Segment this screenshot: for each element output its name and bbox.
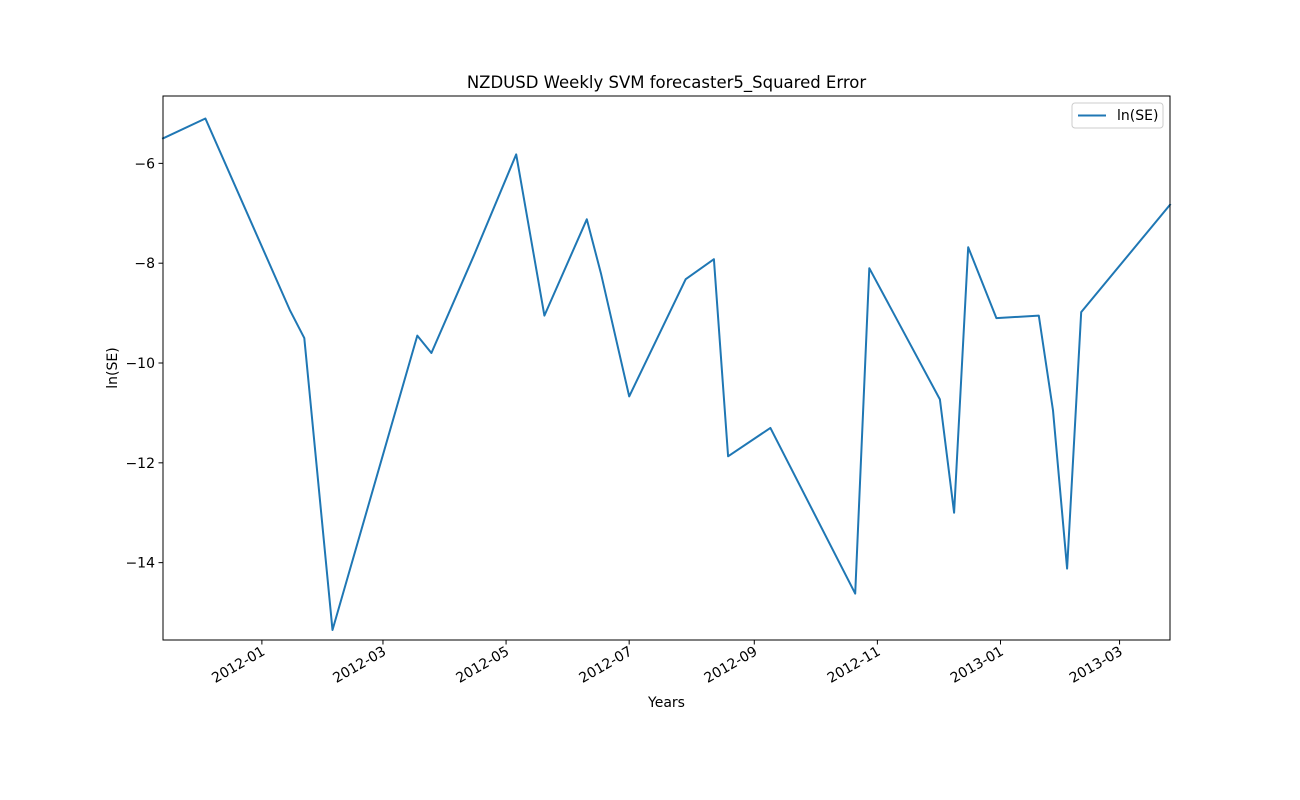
plot-background (163, 96, 1170, 640)
legend-box (1071, 102, 1164, 129)
plot-area (163, 96, 1170, 640)
y-tick-label: −12 (125, 456, 155, 472)
series-line-0 (161, 117, 1172, 631)
y-axis: −14 −12 −10 −8 −6 (125, 156, 163, 572)
legend: ln(SE) (1071, 102, 1164, 129)
y-tick-label: −14 (125, 556, 155, 572)
legend-label: ln(SE) (1117, 108, 1158, 124)
x-axis-label: Years (647, 695, 685, 711)
y-tick-label: −10 (125, 356, 155, 372)
y-tick-label: −8 (134, 256, 155, 272)
plot-frame (162, 95, 1171, 641)
y-axis-label: ln(SE) (105, 347, 121, 388)
chart-title: NZDUSD Weekly SVM forecaster5_Squared Er… (467, 73, 867, 93)
series-layer (161, 117, 1172, 631)
y-tick-label: −6 (134, 156, 155, 172)
